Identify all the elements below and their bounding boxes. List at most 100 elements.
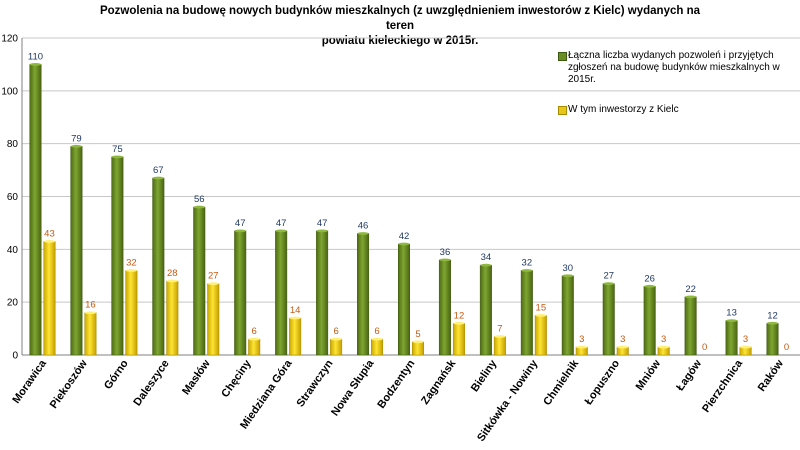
bar-cap-kielce (576, 345, 588, 349)
x-tick-label: Zagnańsk (419, 357, 459, 407)
data-label-total: 47 (276, 218, 287, 229)
bar-kielce (248, 338, 261, 356)
bar-total (193, 206, 206, 356)
bar-cap-total (111, 155, 124, 159)
bar-kielce (43, 241, 56, 356)
bar-cap-kielce (248, 337, 260, 341)
x-tick-label: Morawica (10, 357, 49, 406)
legend-item-total: Łączna liczba wydanych pozwoleń i przyję… (558, 50, 790, 86)
data-label-total: 36 (440, 247, 451, 258)
bar-kielce (166, 280, 179, 356)
bar-total (357, 233, 370, 356)
y-tick-label: 80 (7, 139, 19, 150)
bar-total (479, 264, 492, 356)
bar-total (438, 259, 451, 356)
data-label-kielce: 28 (167, 268, 178, 279)
bar-total (684, 296, 697, 356)
bar-kielce (371, 338, 384, 356)
data-label-kielce: 6 (252, 326, 257, 337)
x-tick-label: Górno (102, 358, 131, 392)
data-label-kielce: 3 (743, 334, 748, 345)
bar-cap-kielce (207, 282, 220, 286)
y-tick-label: 60 (7, 192, 19, 203)
x-tick-label: Bieliny (469, 357, 500, 394)
x-tick-label: Masłów (180, 357, 213, 397)
bar-total (520, 270, 533, 356)
bar-total (234, 230, 247, 356)
x-tick-label: Mniów (634, 357, 664, 392)
data-label-total: 75 (112, 144, 123, 155)
data-label-kielce: 0 (784, 342, 789, 353)
y-tick-label: 100 (1, 86, 18, 97)
bar-cap-total (29, 63, 42, 66)
bar-cap-kielce (125, 269, 138, 272)
data-label-total: 79 (71, 133, 82, 144)
x-tick-label: Bodzentyn (375, 358, 417, 411)
data-label-kielce: 27 (208, 271, 219, 282)
data-label-kielce: 43 (44, 228, 55, 239)
x-tick-label: Pierzchnica (700, 357, 745, 415)
bar-cap-total (234, 229, 246, 233)
bar-kielce (84, 312, 97, 356)
bar-kielce (289, 317, 302, 356)
data-label-total: 42 (399, 231, 410, 242)
x-tick-label: Chmielnik (541, 357, 581, 408)
bar-total (766, 323, 779, 356)
data-label-total: 46 (358, 220, 369, 231)
data-label-kielce: 3 (620, 334, 625, 345)
x-tick-label: Daleszyce (131, 358, 171, 408)
data-label-total: 47 (317, 218, 328, 229)
data-label-kielce: 12 (454, 310, 465, 321)
data-label-kielce: 6 (333, 326, 338, 337)
legend-swatch-kielce (558, 106, 567, 115)
data-label-kielce: 3 (661, 334, 666, 345)
bar-total (152, 177, 165, 356)
y-tick-label: 20 (7, 298, 19, 309)
bar-cap-kielce (330, 337, 342, 341)
bar-cap-kielce (371, 337, 383, 341)
data-label-total: 34 (481, 252, 492, 263)
bar-cap-total (275, 229, 287, 233)
y-tick-label: 40 (7, 245, 19, 256)
bar-cap-total (357, 232, 369, 235)
bar-cap-total (152, 176, 165, 180)
x-tick-label: Nowa Słupia (329, 357, 377, 418)
data-label-total: 110 (28, 51, 43, 62)
bar-cap-kielce (535, 313, 547, 317)
bar-total (398, 243, 410, 356)
bar-cap-kielce (616, 345, 629, 349)
x-tick-label: Łopuszno (583, 358, 623, 408)
data-label-total: 67 (153, 165, 164, 176)
bar-cap-kielce (43, 240, 56, 243)
data-label-kielce: 6 (374, 326, 379, 337)
data-label-kielce: 7 (497, 324, 502, 335)
legend-swatch-total (558, 52, 567, 61)
data-label-total: 27 (603, 271, 614, 282)
data-label-kielce: 14 (290, 305, 301, 316)
bar-total (561, 275, 574, 356)
chart-title-line-1: Pozwolenia na budowę nowych budynków mie… (99, 5, 701, 32)
legend-label-kielce: W tym inwestorzy z Kielc (568, 104, 679, 115)
bar-kielce (125, 270, 138, 356)
bar-cap-kielce (739, 345, 752, 349)
bar-kielce (330, 338, 343, 356)
data-label-total: 47 (235, 218, 246, 229)
bar-cap-total (193, 205, 206, 209)
data-label-total: 32 (522, 257, 533, 268)
bar-total (316, 230, 329, 356)
bar-cap-total (70, 144, 83, 148)
data-label-total: 56 (194, 194, 205, 205)
bar-cap-kielce (657, 345, 670, 349)
x-tick-label: Strawczyn (295, 358, 336, 410)
bar-cap-kielce (453, 321, 465, 325)
x-tick-label: Piekoszów (48, 357, 90, 410)
bar-cap-total (316, 229, 328, 233)
bar-cap-total (398, 242, 410, 246)
bar-total (111, 156, 124, 356)
data-label-kielce: 3 (579, 334, 584, 345)
y-tick-label: 0 (12, 351, 18, 362)
data-label-total: 12 (767, 310, 778, 321)
bar-cap-total (684, 295, 697, 299)
bar-kielce (534, 315, 547, 356)
